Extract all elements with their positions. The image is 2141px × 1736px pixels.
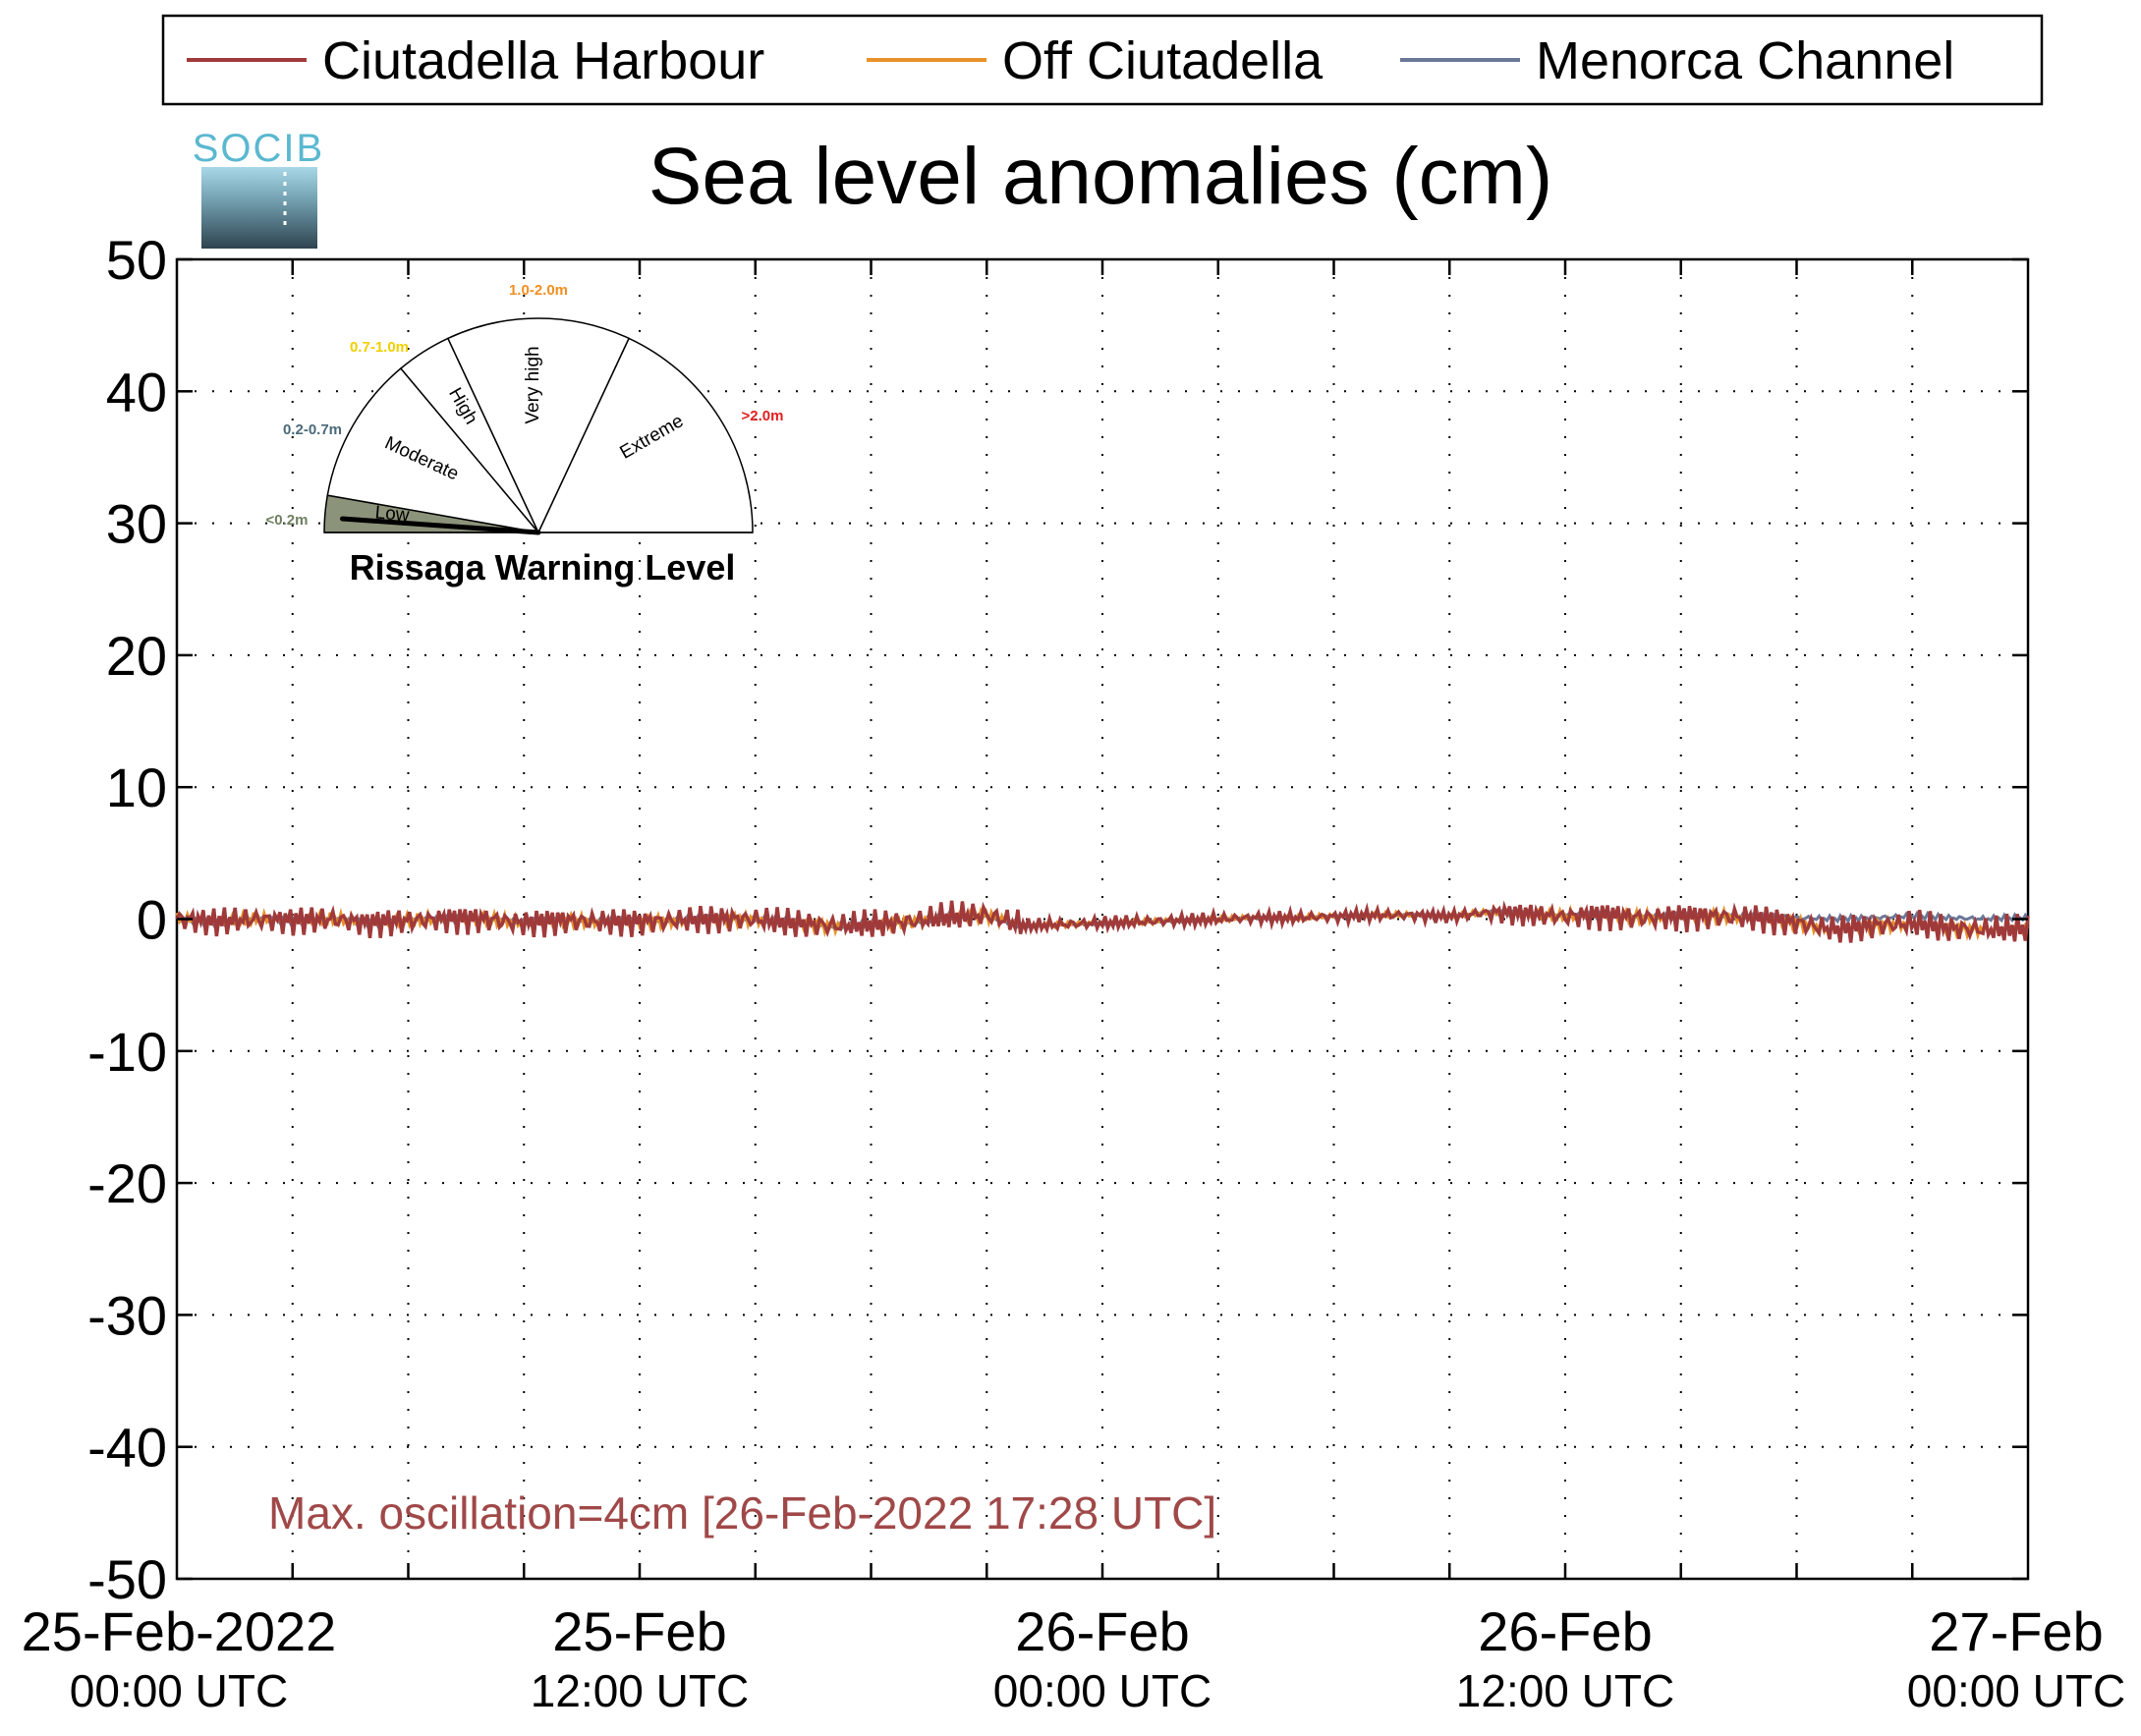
series-line-ciutadella-harbour [175,900,2030,943]
y-tick-label: -40 [87,1417,167,1479]
y-tick-label: 30 [106,493,167,555]
gauge-sector-moderate [326,366,540,534]
y-tick-label: 50 [106,229,167,291]
gauge-range-label: >2.0m [742,408,784,424]
x-tick-label-date: 27-Feb [1929,1600,2103,1662]
chart-title: Sea level anomalies (cm) [648,132,1553,221]
y-tick-label: -10 [87,1021,167,1083]
x-tick-label-date: 25-Feb-2022 [22,1600,337,1662]
gauge-sector-label: Very high [523,346,543,423]
y-tick-label: 20 [106,625,167,687]
legend-label-menorca-channel: Menorca Channel [1536,31,1954,90]
x-tick-label-time: 00:00 UTC [1907,1665,2125,1716]
x-tick-label-time: 00:00 UTC [993,1665,1211,1716]
gauge-range-label: 0.2-0.7m [283,421,342,438]
x-tick-label-date: 26-Feb [1015,1600,1189,1662]
x-tick-label-time: 12:00 UTC [531,1665,749,1716]
x-tick-label-time: 00:00 UTC [70,1665,288,1716]
y-tick-label: 10 [106,756,167,818]
y-axis: 50 40 30 20 10 0 -10 -20 -30 -40 -50 [87,229,2028,1610]
gauge-sector-extreme [536,337,754,533]
socib-logo: SOCIB [193,127,324,249]
y-tick-label: -50 [87,1548,167,1610]
y-tick-label: -30 [87,1284,167,1346]
legend-label-off-ciutadella: Off Ciutadella [1002,31,1324,90]
gauge-sector-very-high [446,317,631,534]
y-tick-label: -20 [87,1152,167,1214]
gauge-title: Rissaga Warning Level [350,547,736,588]
gauge-needle [340,516,541,535]
data-series [175,900,2030,943]
gauge-range-label: 1.0-2.0m [509,282,568,299]
x-tick-label-time: 12:00 UTC [1456,1665,1674,1716]
gauge-range-label: 0.7-1.0m [350,339,409,356]
y-tick-label: 0 [137,889,167,951]
legend-box [161,14,2044,106]
y-tick-label: 40 [106,361,167,422]
logo-text: SOCIB [193,127,324,170]
max-oscillation-annotation: Max. oscillation=4cm [26-Feb-2022 17:28 … [268,1487,1216,1539]
legend-label-ciutadella-harbour: Ciutadella Harbour [322,31,764,90]
logo-wave-block [201,167,317,249]
gauge-range-label: <0.2m [266,512,309,529]
x-tick-label-date: 25-Feb [552,1600,726,1662]
legend: Ciutadella Harbour Off Ciutadella Menorc… [161,14,2044,106]
x-tick-label-date: 26-Feb [1478,1600,1652,1662]
